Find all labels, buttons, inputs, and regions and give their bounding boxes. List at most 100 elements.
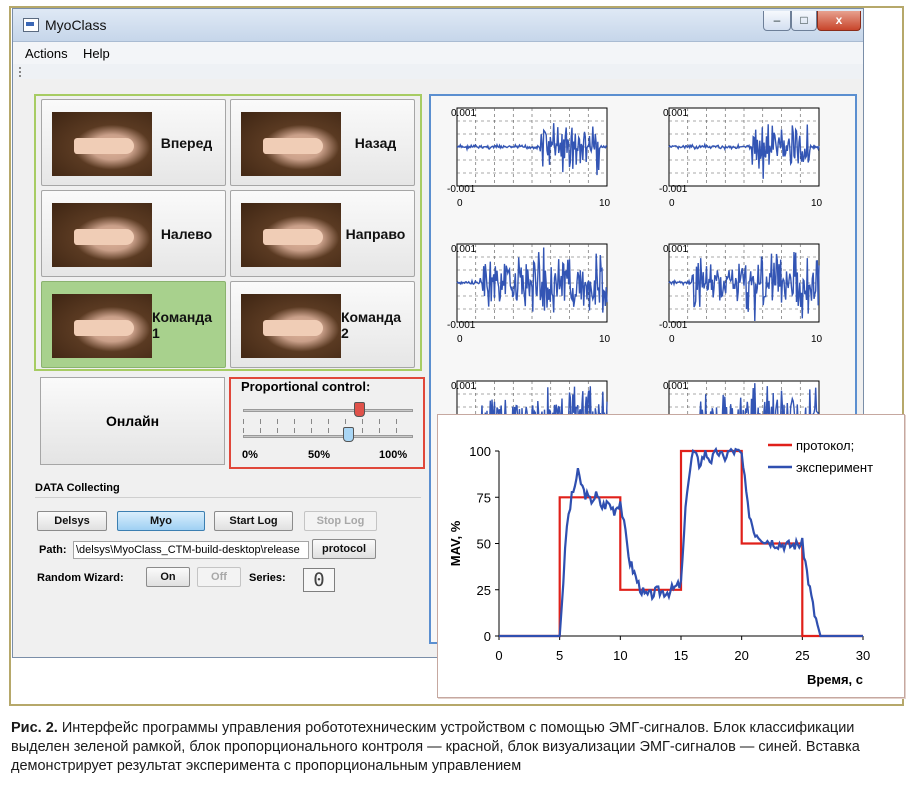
x-tick-label: 0	[495, 648, 502, 663]
caption-text: Интерфейс программы управления робототех…	[11, 720, 860, 774]
emg-signal-line	[668, 124, 820, 179]
y-tick-label: 25	[477, 583, 491, 598]
classification-block: Вперед Назад Налево Направо Команда 1 Ко…	[34, 94, 422, 371]
x-axis-label: Время, с	[807, 672, 863, 687]
y-tick-label: 50	[477, 537, 491, 552]
tick-100: 100%	[379, 449, 408, 461]
slider-2-track[interactable]	[243, 435, 413, 438]
proportional-title: Proportional control:	[241, 379, 371, 394]
experiment-chart-inset: 0 25 50 75 100 0 5 10 15 20 25 30 Время, с MAV, % прот…	[437, 414, 905, 698]
on-button[interactable]: On	[146, 567, 190, 587]
menu-bar: Actions Help	[13, 42, 863, 64]
off-button[interactable]: Off	[197, 567, 241, 587]
series-line-2	[499, 446, 863, 638]
title-bar[interactable]: MyoClass – □ x	[13, 9, 863, 42]
legend-entry-2: эксперимент	[796, 460, 873, 475]
maximize-button[interactable]: □	[791, 11, 817, 31]
menu-help[interactable]: Help	[83, 46, 110, 61]
emg-plot: 0.001 -0.001 0 10	[659, 243, 823, 345]
x-tick-label: 10	[613, 648, 627, 663]
caption-label: Рис. 2.	[11, 720, 58, 736]
slider-1-ticks	[243, 419, 413, 424]
emg-ytop-label: 0.001	[451, 381, 476, 392]
x-tick-label: 15	[674, 648, 688, 663]
emg-ytop-label: 0.001	[663, 381, 688, 392]
stop-log-button[interactable]: Stop Log	[304, 511, 377, 531]
emg-plot: 0.001 -0.001 0 10	[659, 107, 823, 209]
app-window: MyoClass – □ x Actions Help Вперед Назад…	[12, 8, 864, 658]
emg-signal-line	[668, 251, 820, 322]
toolbar-grip[interactable]	[19, 67, 24, 77]
x-tick-label: 25	[795, 648, 809, 663]
myo-button[interactable]: Myo	[117, 511, 205, 531]
x-tick-label: 20	[734, 648, 748, 663]
hand-gesture-image	[52, 112, 152, 176]
protocol-button[interactable]: protocol	[312, 539, 376, 559]
y-tick-label: 75	[477, 490, 491, 505]
y-tick-label: 100	[469, 444, 491, 459]
app-icon	[23, 18, 39, 32]
mav-chart: 0 25 50 75 100 0 5 10 15 20 25 30 Время, с MAV, % прот…	[448, 438, 873, 687]
proportional-control-block: Proportional control: 0% 50% 100%	[229, 377, 425, 469]
command-label: Направо	[345, 225, 406, 242]
figure-caption: Рис. 2. Интерфейс программы управления р…	[11, 719, 905, 776]
slider-2-ticks	[243, 428, 413, 433]
emg-xmax-label: 10	[811, 198, 823, 209]
command-label: Назад	[354, 134, 397, 151]
emg-signal-line	[457, 123, 608, 176]
y-axis-label: MAV, %	[448, 520, 463, 566]
command-label: Команда 2	[341, 308, 401, 341]
random-wizard-label: Random Wizard:	[37, 572, 124, 584]
start-log-button[interactable]: Start Log	[214, 511, 293, 531]
command-back-button[interactable]: Назад	[230, 99, 415, 186]
hand-gesture-image	[241, 203, 341, 267]
command-label: Налево	[160, 225, 213, 242]
series-line-1	[499, 449, 863, 638]
emg-xmin-label: 0	[669, 198, 675, 209]
tick-50: 50%	[308, 449, 331, 461]
divider	[35, 497, 421, 498]
y-tick-label: 0	[484, 629, 491, 644]
emg-xmin-label: 0	[669, 334, 675, 345]
command-left-button[interactable]: Налево	[41, 190, 226, 277]
command-right-button[interactable]: Направо	[230, 190, 415, 277]
emg-plot: 0.001 -0.001 0 10	[447, 243, 611, 345]
emg-ytop-label: 0.001	[663, 244, 688, 255]
command-label: Команда 1	[152, 308, 212, 341]
emg-ybottom-label: -0.001	[659, 320, 688, 331]
emg-ytop-label: 0.001	[451, 244, 476, 255]
series-label: Series:	[249, 572, 286, 584]
command-label: Вперед	[160, 134, 213, 151]
x-tick-label: 30	[856, 648, 870, 663]
emg-ytop-label: 0.001	[663, 108, 688, 119]
emg-visualization-block: 0.001 -0.001 0 10 0.001 -0.001 0 10 0.001 -0.001 0…	[429, 94, 857, 644]
emg-signal-line	[456, 386, 608, 454]
minimize-button[interactable]: –	[763, 11, 791, 31]
emg-ybottom-label: -0.001	[659, 184, 688, 195]
x-tick-label: 5	[556, 648, 563, 663]
emg-ytop-label: 0.001	[451, 108, 476, 119]
slider-2-thumb[interactable]	[343, 427, 355, 442]
emg-xmax-label: 10	[811, 334, 823, 345]
emg-xmax-label: 10	[599, 198, 611, 209]
close-button[interactable]: x	[817, 11, 861, 31]
menu-actions[interactable]: Actions	[25, 46, 68, 61]
emg-signal-line	[456, 247, 608, 313]
emg-xmin-label: 0	[457, 334, 463, 345]
command-1-button[interactable]: Команда 1	[41, 281, 226, 368]
path-input[interactable]: \delsys\MyoClass_CTM-build-desktop\relea…	[73, 541, 309, 559]
hand-gesture-image	[52, 203, 152, 267]
data-collecting-title: DATA Collecting	[35, 482, 120, 494]
slider-1-track[interactable]	[243, 409, 413, 412]
emg-plot: 0.001 -0.001 0 10	[447, 107, 611, 209]
path-label: Path:	[39, 544, 67, 556]
client-area: Вперед Назад Налево Направо Команда 1 Ко…	[13, 79, 863, 657]
slider-1-thumb[interactable]	[353, 402, 365, 417]
command-2-button[interactable]: Команда 2	[230, 281, 415, 368]
emg-xmax-label: 10	[599, 334, 611, 345]
command-forward-button[interactable]: Вперед	[41, 99, 226, 186]
emg-ybottom-label: -0.001	[447, 320, 476, 331]
online-button[interactable]: Онлайн	[40, 377, 225, 465]
legend-entry-1: протокол;	[796, 438, 854, 453]
delsys-button[interactable]: Delsys	[37, 511, 107, 531]
